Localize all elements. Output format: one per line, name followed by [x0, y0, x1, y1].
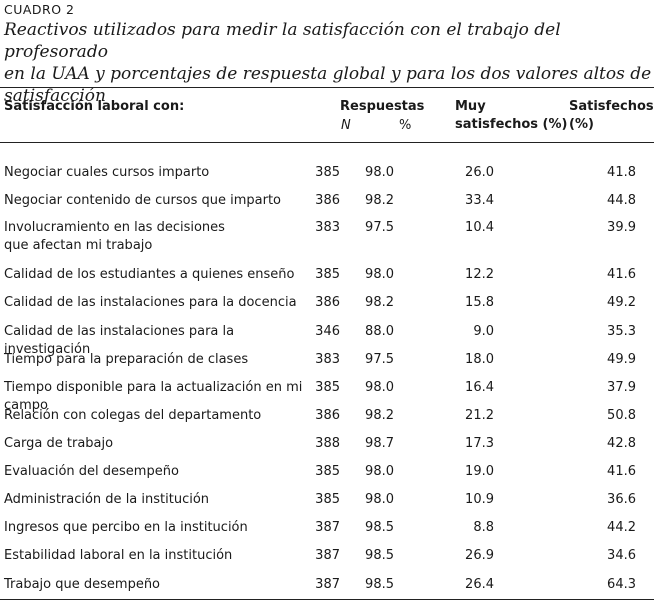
row-n-value: 386	[315, 408, 340, 423]
row-item-line-2: que afectan mi trabajo	[4, 238, 153, 253]
row-n-value: 383	[315, 220, 340, 235]
row-muy-satisfechos-value: 26.4	[465, 577, 494, 592]
row-satisfechos-value: 41.6	[607, 267, 636, 282]
row-muy-satisfechos-value: 16.4	[465, 380, 494, 395]
row-satisfechos-value: 39.9	[607, 220, 636, 235]
header-muy-satisfechos: Muy satisfechos (%)	[455, 99, 568, 132]
header-satisfechos: Satisfechos (%)	[569, 99, 654, 132]
row-n-value: 385	[315, 464, 340, 479]
row-n-value: 385	[315, 165, 340, 180]
row-satisfechos-value: 50.8	[607, 408, 636, 423]
row-item-label: Evaluación del desempeño	[4, 464, 179, 479]
row-pct-value: 88.0	[365, 324, 394, 339]
row-item-label: Calidad de las instalaciones para la inv…	[4, 324, 235, 357]
row-muy-satisfechos-value: 33.4	[465, 193, 494, 208]
row-item-label: Relación con colegas del departamento	[4, 408, 262, 423]
row-muy-satisfechos-value: 26.9	[465, 548, 494, 563]
row-item-label: Carga de trabajo	[4, 436, 114, 451]
row-n-value: 385	[315, 267, 340, 282]
row-satisfechos-value: 41.8	[607, 165, 636, 180]
row-n-value: 385	[315, 492, 340, 507]
row-pct-value: 98.5	[365, 520, 394, 535]
top-rule	[0, 87, 654, 88]
row-muy-satisfechos-value: 21.2	[465, 408, 494, 423]
row-pct-value: 98.0	[365, 165, 394, 180]
row-pct-value: 98.2	[365, 295, 394, 310]
row-n-value: 383	[315, 352, 340, 367]
row-muy-satisfechos-value: 19.0	[465, 464, 494, 479]
row-n-value: 387	[315, 520, 340, 535]
row-n-value: 346	[315, 324, 340, 339]
row-pct-value: 98.0	[365, 492, 394, 507]
row-n-value: 386	[315, 193, 340, 208]
row-satisfechos-value: 37.9	[607, 380, 636, 395]
header-pct: %	[399, 118, 412, 133]
row-muy-satisfechos-value: 17.3	[465, 436, 494, 451]
header-item: Satisfacción laboral con:	[4, 99, 185, 114]
row-muy-satisfechos-value: 15.8	[465, 295, 494, 310]
row-item-label: Calidad de los estudiantes a quienes ens…	[4, 267, 295, 282]
row-pct-value: 97.5	[365, 220, 394, 235]
row-muy-satisfechos-value: 10.4	[465, 220, 494, 235]
row-pct-value: 97.5	[365, 352, 394, 367]
row-item-label: Ingresos que percibo en la institución	[4, 520, 248, 535]
row-pct-value: 98.0	[365, 464, 394, 479]
row-item-label: Involucramiento en las decisiones que afe…	[4, 219, 304, 255]
row-satisfechos-value: 49.2	[607, 295, 636, 310]
row-item-label: Administración de la institución	[4, 492, 210, 507]
row-item-label: Tiempo para la preparación de clases	[4, 352, 249, 367]
header-rule	[0, 142, 654, 143]
row-satisfechos-value: 34.6	[607, 548, 636, 563]
row-pct-value: 98.2	[365, 193, 394, 208]
row-pct-value: 98.5	[365, 548, 394, 563]
row-satisfechos-value: 44.2	[607, 520, 636, 535]
row-pct-value: 98.0	[365, 267, 394, 282]
row-item-label: Estabilidad laboral en la institución	[4, 548, 233, 563]
row-muy-satisfechos-value: 26.0	[465, 165, 494, 180]
row-item-label: Negociar contenido de cursos que imparto	[4, 193, 282, 208]
header-respuestas: Respuestas	[340, 99, 425, 114]
bottom-rule	[0, 599, 654, 600]
row-pct-value: 98.7	[365, 436, 394, 451]
row-item-label: Calidad de las instalaciones para la doc…	[4, 295, 297, 310]
caption-line-2: en la UAA y porcentajes de respuesta glo…	[4, 64, 652, 106]
row-satisfechos-value: 42.8	[607, 436, 636, 451]
row-muy-satisfechos-value: 18.0	[465, 352, 494, 367]
row-pct-value: 98.5	[365, 577, 394, 592]
header-n: N	[341, 118, 351, 133]
table-label: CUADRO 2	[4, 2, 75, 17]
row-n-value: 388	[315, 436, 340, 451]
table-caption: Reactivos utilizados para medir la satis…	[4, 19, 652, 107]
row-pct-value: 98.0	[365, 380, 394, 395]
row-muy-satisfechos-value: 8.8	[473, 520, 494, 535]
row-satisfechos-value: 41.6	[607, 464, 636, 479]
row-satisfechos-value: 49.9	[607, 352, 636, 367]
row-n-value: 387	[315, 577, 340, 592]
row-satisfechos-value: 35.3	[607, 324, 636, 339]
row-item-line-1: Involucramiento en las decisiones	[4, 220, 225, 235]
row-item-label: Negociar cuales cursos imparto	[4, 165, 210, 180]
row-muy-satisfechos-value: 10.9	[465, 492, 494, 507]
row-pct-value: 98.2	[365, 408, 394, 423]
row-n-value: 386	[315, 295, 340, 310]
row-satisfechos-value: 36.6	[607, 492, 636, 507]
row-item-label: Trabajo que desempeño	[4, 577, 161, 592]
row-n-value: 385	[315, 380, 340, 395]
row-muy-satisfechos-value: 9.0	[473, 324, 494, 339]
row-satisfechos-value: 44.8	[607, 193, 636, 208]
caption-line-1: Reactivos utilizados para medir la satis…	[4, 20, 561, 62]
row-muy-satisfechos-value: 12.2	[465, 267, 494, 282]
row-item-label: Tiempo disponible para la actualización …	[4, 380, 303, 413]
row-n-value: 387	[315, 548, 340, 563]
row-satisfechos-value: 64.3	[607, 577, 636, 592]
